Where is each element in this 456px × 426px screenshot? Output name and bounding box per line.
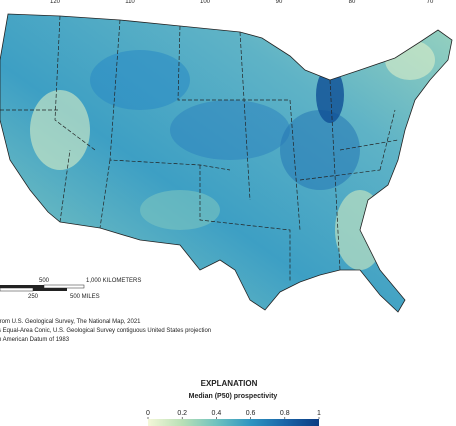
colorbar-tick-label: 0.6 [246,410,256,417]
longitude-label: 80 [349,0,356,5]
longitude-label: 110 [125,0,135,5]
colorbar [148,419,319,426]
scale-label: 1,000 KILOMETERS [86,278,141,284]
colorbar-tick-label: 1 [317,410,321,417]
legend-title: EXPLANATION [201,379,258,388]
scale-label: 500 MILES [70,294,100,300]
credit-line: s Equal-Area Conic, U.S. Geological Surv… [0,328,211,334]
scale-label: 250 [28,294,39,300]
longitude-label: 100 [200,0,211,5]
colorbar-tick-label: 0.8 [280,410,290,417]
scale-bar [0,284,85,292]
longitude-label: 120 [50,0,61,5]
legend-subtitle: Median (P50) prospectivity [189,393,278,400]
colorbar-tick-label: 0.2 [177,410,187,417]
colorbar-tick-label: 0.4 [212,410,222,417]
credit-line: from U.S. Geological Survey, The Nationa… [0,319,141,325]
credit-line: n American Datum of 1983 [0,337,70,343]
colorbar-tick-label: 0 [146,410,150,417]
map-land [0,14,452,312]
scale-label: 500 [39,278,50,284]
longitude-label: 70 [427,0,434,5]
longitude-label: 90 [276,0,283,5]
